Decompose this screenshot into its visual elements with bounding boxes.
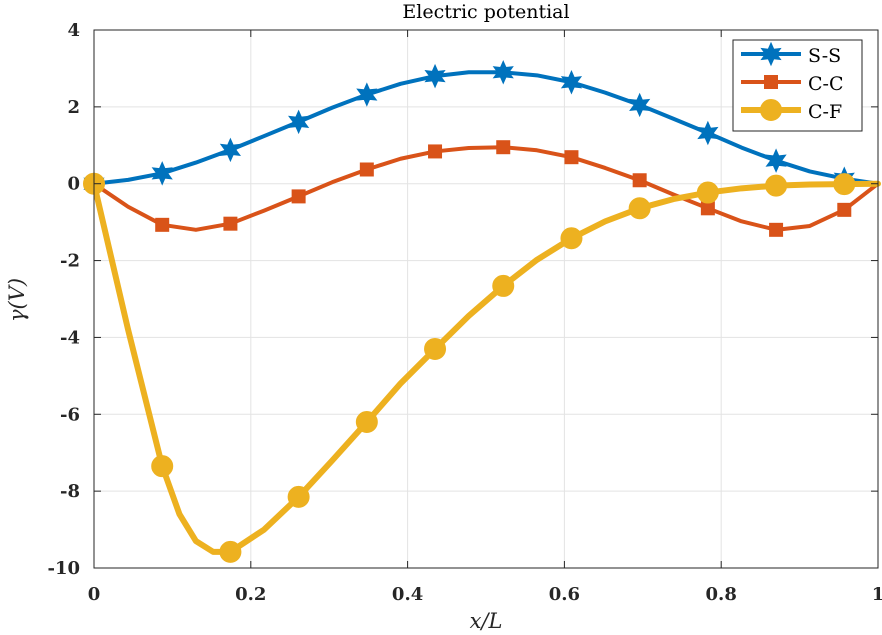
data-point-c-f	[355, 410, 378, 433]
data-point-c-c	[632, 173, 647, 188]
y-tick-label: 2	[67, 97, 80, 118]
y-tick-label: -4	[60, 327, 80, 348]
data-point-c-f	[287, 485, 310, 508]
data-point-c-c	[428, 144, 443, 159]
data-point-c-f	[833, 173, 856, 196]
y-tick-label: 0	[67, 174, 80, 195]
y-tick-label: 4	[67, 20, 80, 41]
data-point-c-f	[492, 274, 515, 297]
legend-label-c-f: C-F	[808, 101, 842, 123]
x-tick-label: 0.6	[549, 584, 580, 605]
legend-marker-c-c	[764, 75, 778, 89]
data-point-s-s	[219, 137, 242, 163]
data-point-c-c	[223, 216, 238, 231]
x-tick-label: 0	[88, 584, 101, 605]
y-axis-label: γ(V)	[5, 278, 29, 322]
series-layer	[83, 60, 881, 563]
data-point-c-c	[359, 162, 374, 177]
data-point-s-s	[424, 63, 446, 89]
data-point-s-s	[151, 161, 173, 186]
data-point-s-s	[356, 82, 378, 107]
x-tick-label: 0.2	[235, 584, 266, 605]
series-line-c-f	[91, 180, 881, 555]
y-tick-label: -2	[60, 251, 80, 272]
data-point-c-c	[291, 189, 306, 204]
y-tick-label: -10	[47, 558, 80, 579]
data-point-c-c	[564, 150, 579, 165]
data-point-c-c	[837, 202, 852, 217]
ticks: 0 0.2 0.4 0.6 0.8 1 -10 -8 -6 -4 -2 0 2 4	[47, 20, 882, 605]
data-point-c-c	[700, 201, 715, 216]
chart-title: Electric potential	[402, 1, 569, 23]
legend-label-c-c: C-C	[808, 73, 844, 95]
data-point-s-s	[629, 92, 651, 118]
data-point-c-f	[219, 540, 242, 563]
data-point-s-s	[697, 120, 719, 146]
data-point-c-c	[496, 140, 511, 155]
data-point-c-f	[424, 337, 447, 360]
data-point-c-c	[769, 222, 784, 237]
legend-marker-s-s	[760, 41, 782, 67]
data-point-c-f	[765, 174, 788, 197]
data-point-c-f	[628, 197, 651, 220]
data-point-s-s	[560, 70, 583, 95]
x-tick-label: 1	[872, 584, 882, 605]
x-tick-label: 0.4	[392, 584, 423, 605]
y-tick-label: -8	[60, 481, 80, 502]
plot-area-border	[93, 29, 879, 569]
data-point-s-s	[288, 109, 310, 135]
y-tick-label: -6	[60, 404, 80, 425]
x-axis-label: x/L	[470, 609, 503, 633]
data-point-c-f	[151, 455, 174, 478]
data-point-s-s	[765, 148, 787, 173]
legend-marker-c-f	[760, 99, 782, 121]
data-point-s-s	[492, 60, 514, 85]
data-point-c-c	[155, 217, 170, 232]
legend-entries	[741, 41, 801, 121]
legend-label-s-s: S-S	[808, 45, 841, 67]
data-point-c-f	[696, 181, 719, 204]
x-tick-label: 0.8	[706, 584, 737, 605]
data-point-c-f	[560, 227, 583, 250]
legend: S-S C-C C-F	[732, 39, 863, 132]
